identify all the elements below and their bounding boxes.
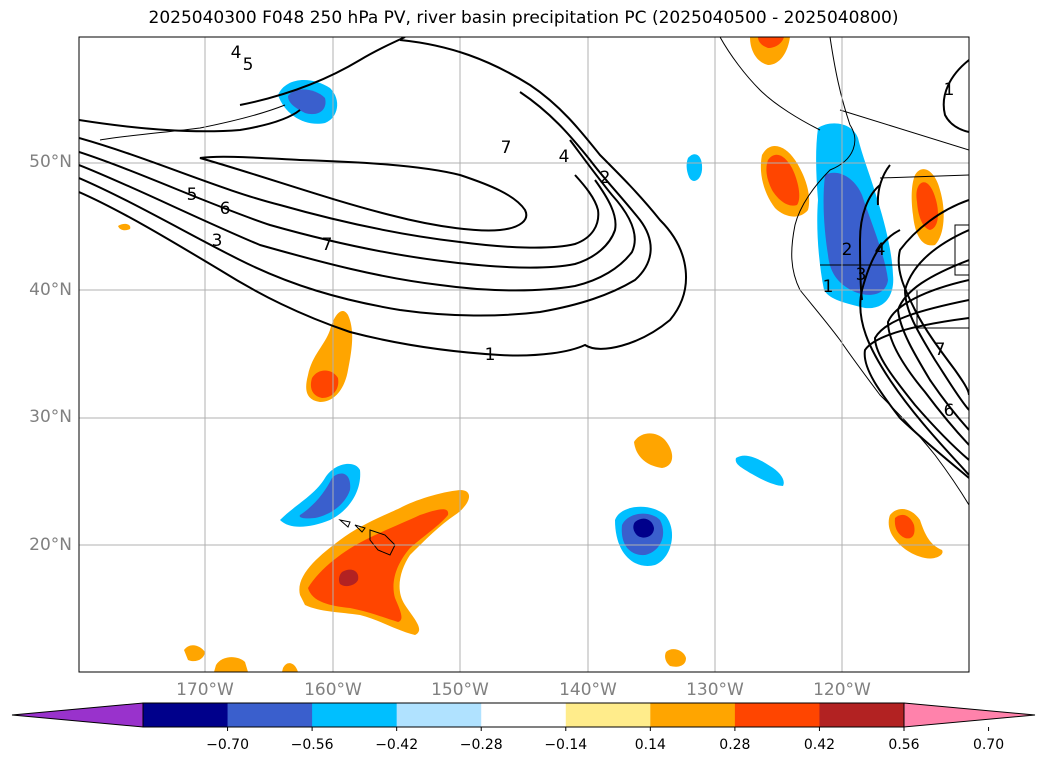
- contour-label: 1: [823, 277, 834, 297]
- colorbar-tick-label: −0.42: [375, 737, 419, 753]
- lon-label: 130°W: [686, 680, 744, 700]
- contour-label: 2: [842, 240, 853, 260]
- colorbar-swatch: [650, 703, 736, 727]
- colorbar-tick-label: −0.56: [290, 737, 334, 753]
- colorbar-tick-label: 0.28: [719, 737, 751, 753]
- colorbar-swatch: [819, 703, 905, 727]
- contour-label: 1: [944, 80, 955, 100]
- contour-label: 3: [212, 231, 223, 251]
- contour-label: 4: [875, 240, 886, 260]
- colorbar-extend-high: [903, 702, 1036, 728]
- lat-label: 40°N: [29, 280, 72, 300]
- colorbar-swatch: [143, 703, 229, 727]
- contour-label: 6: [220, 199, 231, 219]
- colorbar-tick-label: 0.14: [634, 737, 666, 753]
- lon-label: 150°W: [431, 680, 489, 700]
- contour-label: 7: [935, 340, 946, 360]
- colorbar-swatch: [565, 703, 651, 727]
- lat-label: 50°N: [29, 152, 72, 172]
- colorbar-tick-label: −0.14: [544, 737, 588, 753]
- map-title: 2025040300 F048 250 hPa PV, river basin …: [148, 8, 899, 28]
- colorbar-swatch: [734, 703, 820, 727]
- contour-label: 5: [243, 55, 254, 75]
- colorbar-swatch: [312, 703, 398, 727]
- colorbar-tick-label: 0.42: [803, 737, 836, 753]
- pv-contour-labels: 1 2 3 4 5 6 7 7 1 2 3 4 6 7 1 5 4: [187, 43, 955, 421]
- lon-label: 140°W: [559, 680, 617, 700]
- contour-label: 1: [485, 345, 496, 365]
- contour-label: 2: [600, 168, 611, 188]
- colorbar-swatch: [481, 703, 567, 727]
- colorbar-swatch: [227, 703, 313, 727]
- contour-label: 5: [187, 185, 198, 205]
- lon-label: 170°W: [176, 680, 234, 700]
- lat-label: 20°N: [29, 535, 72, 555]
- contour-label: 7: [501, 138, 512, 158]
- colorbar-tick-label: −0.28: [459, 737, 503, 753]
- colorbar-frame: [142, 702, 905, 728]
- contour-label: 6: [944, 401, 955, 421]
- colorbar-tick-label: 0.56: [888, 737, 920, 753]
- colorbar-extend-low: [11, 702, 144, 728]
- contour-label: 7: [322, 235, 333, 255]
- colorbar-swatch: [396, 703, 482, 727]
- contour-label: 4: [559, 147, 570, 167]
- contour-label: 4: [231, 43, 242, 63]
- precip-pc-fill: [118, 37, 944, 672]
- colorbar: [11, 702, 1036, 731]
- colorbar-tick-label: 0.70: [972, 737, 1005, 753]
- map-frame: [78, 36, 970, 673]
- contour-label: 3: [856, 265, 867, 285]
- lat-label: 30°N: [29, 407, 72, 427]
- lon-label: 120°W: [813, 680, 871, 700]
- lon-label: 160°W: [304, 680, 362, 700]
- colorbar-tick-label: −0.70: [206, 737, 249, 753]
- pv-contours: [79, 37, 969, 479]
